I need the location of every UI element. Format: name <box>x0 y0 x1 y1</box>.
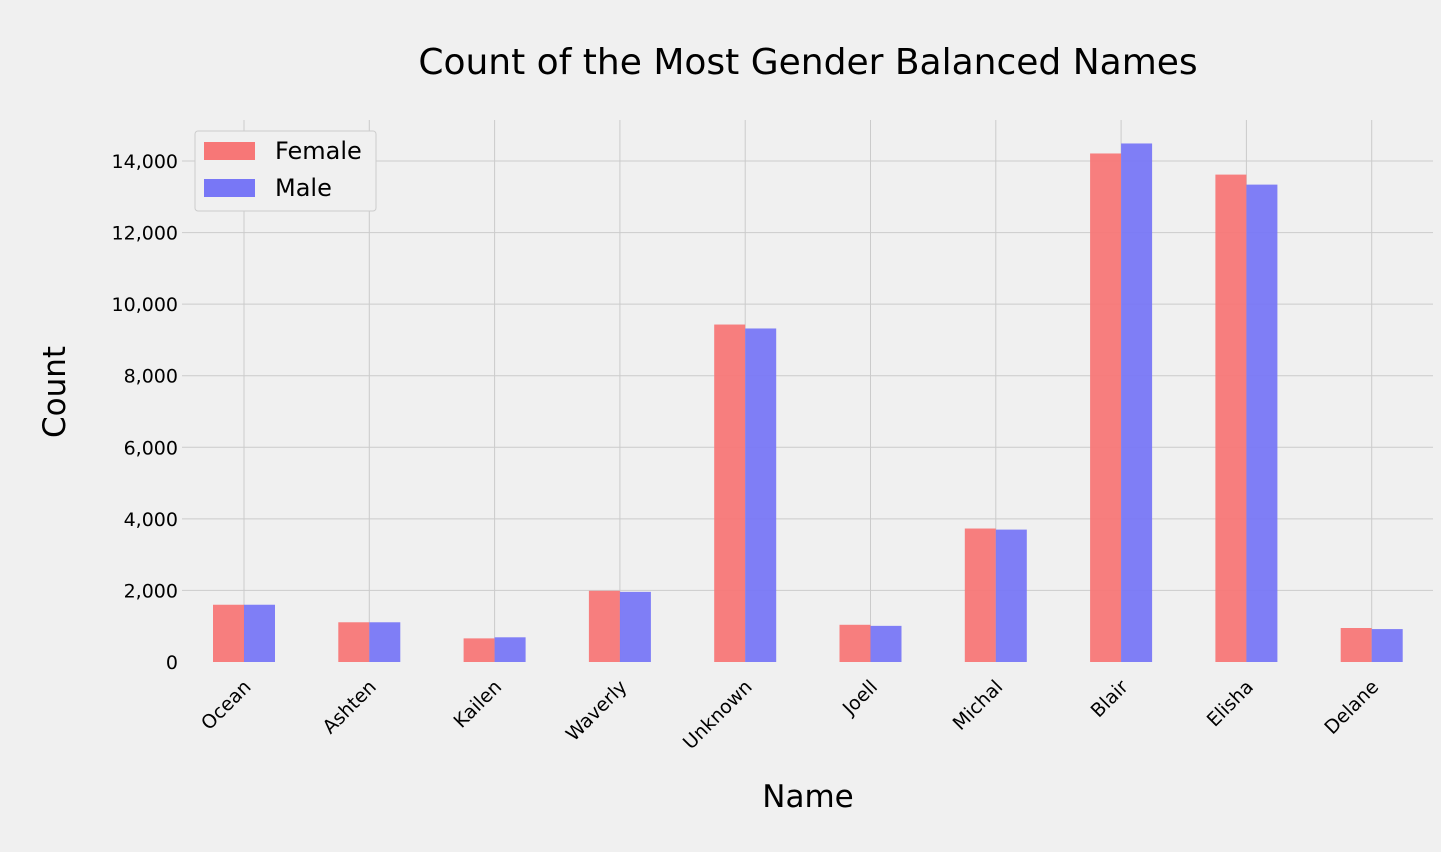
x-axis-label: Name <box>762 779 853 815</box>
y-tick-label: 6,000 <box>124 437 178 459</box>
y-tick-label: 10,000 <box>112 294 178 316</box>
y-tick-label: 2,000 <box>124 580 178 602</box>
y-axis-ticks: 0 2,000 4,000 6,000 8,000 10,000 12,000 14,000 <box>112 151 178 674</box>
bar-male-unknown <box>745 328 777 662</box>
bar-female-joell <box>839 624 871 662</box>
y-tick-label: 8,000 <box>124 366 178 388</box>
bar-male-kailen <box>494 637 526 662</box>
bar-female-elisha <box>1215 174 1247 662</box>
y-tick-label: 4,000 <box>124 509 178 531</box>
bar-male-waverly <box>619 591 651 662</box>
bar-female-michal <box>964 528 996 662</box>
bar-male-elisha <box>1246 184 1278 662</box>
y-tick-label: 12,000 <box>112 223 178 245</box>
y-tick-label: 0 <box>166 652 178 674</box>
bar-female-ashten <box>338 622 370 662</box>
y-tick-label: 14,000 <box>112 151 178 173</box>
bar-female-ocean <box>213 604 244 662</box>
legend: Female Male <box>194 130 377 212</box>
bar-female-unknown <box>714 324 746 662</box>
bar-male-michal <box>995 529 1027 662</box>
bar-female-blair <box>1090 153 1122 663</box>
bar-male-blair <box>1121 143 1153 663</box>
bar-female-delane <box>1340 628 1372 662</box>
chart-title: Count of the Most Gender Balanced Names <box>418 42 1197 83</box>
bars <box>213 143 1403 663</box>
bar-male-joell <box>870 625 902 662</box>
legend-swatch-female <box>204 142 255 160</box>
bar-female-waverly <box>588 590 620 662</box>
bar-female-kailen <box>463 638 495 662</box>
bar-male-ashten <box>369 622 401 662</box>
y-axis-label: Count <box>37 346 73 438</box>
bar-male-ocean <box>244 604 275 662</box>
bar-male-delane <box>1371 629 1403 662</box>
legend-swatch-male <box>204 179 255 197</box>
legend-label-male: Male <box>275 174 332 202</box>
legend-label-female: Female <box>275 137 362 165</box>
